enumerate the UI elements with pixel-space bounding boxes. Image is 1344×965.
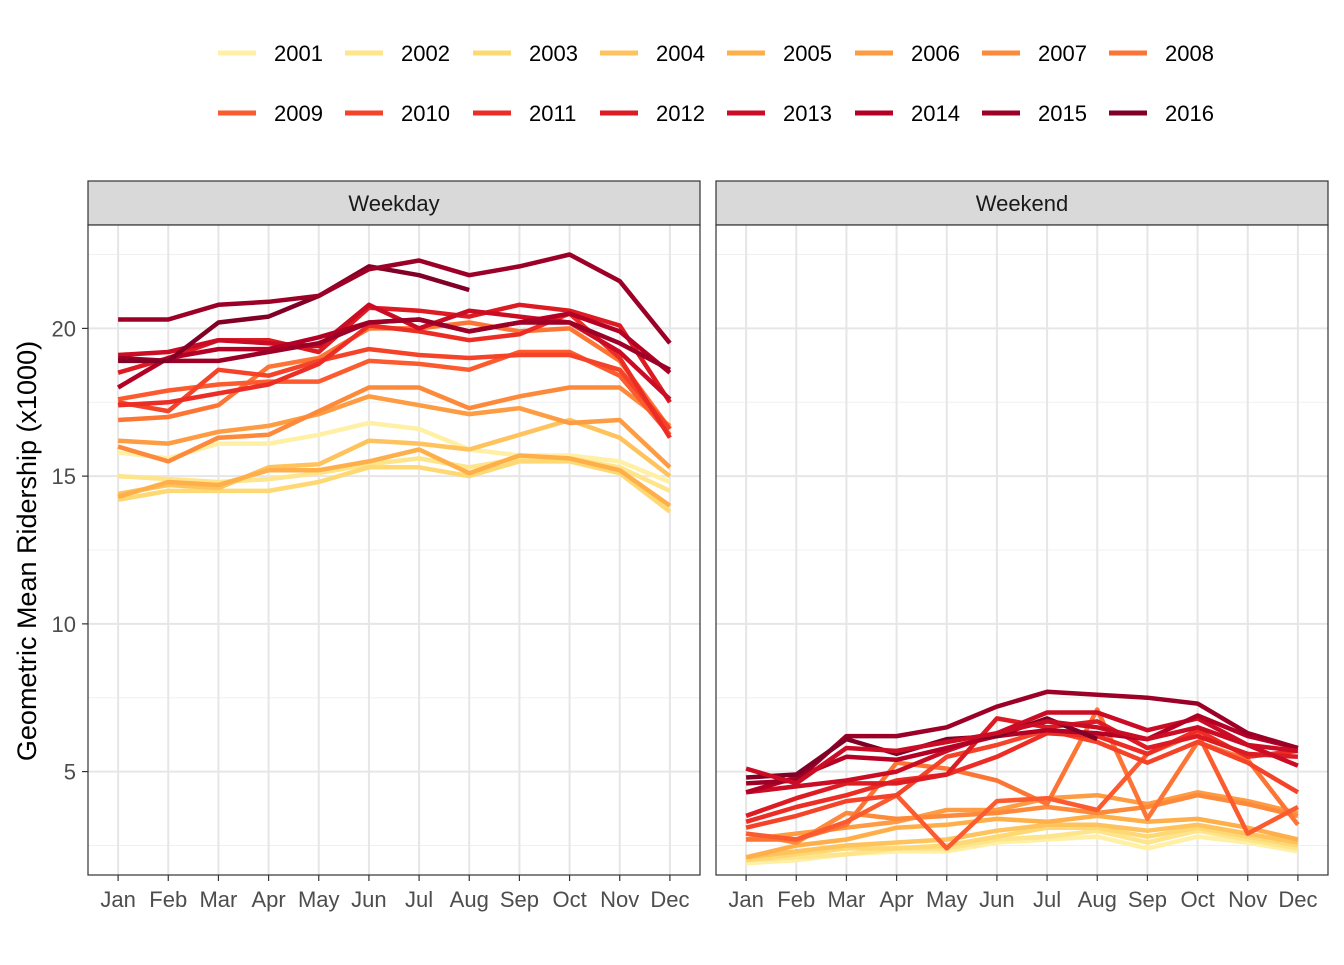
x-tick-label: Jul (405, 887, 433, 912)
x-tick-label: Jun (351, 887, 386, 912)
legend-label-2016: 2016 (1165, 101, 1214, 126)
x-tick-label: Jun (979, 887, 1014, 912)
x-tick-label: Jan (728, 887, 763, 912)
series-line-2003 (745, 825, 1299, 863)
series-line-2005 (117, 447, 672, 508)
legend-label-2002: 2002 (401, 41, 450, 66)
series-line-2002 (745, 828, 1299, 863)
series-line-2011 (117, 311, 672, 439)
facet-strip (715, 180, 1329, 226)
panel-border (715, 224, 1329, 876)
x-tick-label: Sep (1128, 887, 1167, 912)
series-line-2009 (745, 730, 1299, 851)
series-line-2006 (117, 394, 672, 469)
legend-label-2015: 2015 (1038, 101, 1087, 126)
x-tick-label: Aug (1078, 887, 1117, 912)
series-line-2007 (117, 385, 672, 464)
gridlines (88, 225, 700, 875)
series-line-2016 (118, 264, 470, 364)
facet-label: Weekday (348, 191, 439, 216)
x-tick-label: Nov (600, 887, 639, 912)
series-line-2013 (745, 710, 1299, 795)
x-tick-label: Sep (500, 887, 539, 912)
x-tick-label: Nov (1228, 887, 1267, 912)
series-line-2015b (118, 252, 672, 345)
legend-label-2011: 2011 (529, 101, 576, 126)
legend-label-2013: 2013 (783, 101, 832, 126)
series-line-2013b (745, 719, 1299, 786)
x-tick-label: Jan (100, 887, 135, 912)
legend-label-2008: 2008 (1165, 41, 1214, 66)
panel-border (87, 224, 701, 876)
x-tick-label: Dec (650, 887, 689, 912)
legend-label-2003: 2003 (529, 41, 578, 66)
y-tick-label: 20 (52, 316, 76, 341)
series-line-2010 (745, 727, 1300, 830)
panel-weekend: Weekend Jan Feb Mar Apr May Jun Jul Aug Sep Oct Nov… (715, 180, 1329, 912)
y-tick-label: 5 (64, 760, 76, 785)
legend-label-2014: 2014 (911, 101, 960, 126)
series-group (745, 689, 1300, 866)
facet-label: Weekend (976, 191, 1069, 216)
series-line-2001 (117, 420, 671, 485)
legend-label-2010: 2010 (401, 101, 450, 126)
legend-label-2004: 2004 (656, 41, 705, 66)
series-line-2015 (117, 317, 671, 372)
y-tick-label: 10 (52, 612, 76, 637)
series-line-2011 (745, 727, 1299, 824)
y-tick-label: 15 (52, 464, 76, 489)
x-tick-label: Feb (777, 887, 815, 912)
series-line-2007 (745, 792, 1299, 845)
series-group (116, 252, 672, 514)
legend-label-2005: 2005 (783, 41, 832, 66)
legend-label-2007: 2007 (1038, 41, 1087, 66)
x-tick-label: Oct (552, 887, 586, 912)
panel-weekday: Weekday Jan Feb Mar Apr May Jun Jul Aug Sep Oct Nov… (52, 180, 701, 912)
legend-label-2001: 2001 (274, 41, 323, 66)
x-tick-label: Jul (1033, 887, 1061, 912)
legend: 2001 2002 2003 2004 2005 2006 2007 2008 2009 2010… (218, 41, 1214, 126)
x-tick-label: Mar (827, 887, 865, 912)
x-tick-label: May (926, 887, 968, 912)
series-line-2004 (745, 822, 1299, 860)
legend-label-2006: 2006 (911, 41, 960, 66)
x-tick-label: Oct (1180, 887, 1214, 912)
x-tick-label: Mar (199, 887, 237, 912)
legend-label-2009: 2009 (274, 101, 323, 126)
x-tick-label: May (298, 887, 340, 912)
legend-label-2012: 2012 (656, 101, 705, 126)
x-tick-label: Aug (450, 887, 489, 912)
x-tick-label: Dec (1278, 887, 1317, 912)
series-line-2005 (745, 813, 1299, 860)
x-tick-label: Feb (149, 887, 187, 912)
series-line-2014 (745, 713, 1299, 795)
series-line-2003 (117, 459, 672, 514)
x-tick-label: Apr (251, 887, 285, 912)
y-axis-title: Geometric Mean Ridership (x1000) (12, 341, 42, 761)
x-tick-label: Apr (879, 887, 913, 912)
facet-panels: Weekday Jan Feb Mar Apr May Jun Jul Aug Sep Oct Nov… (52, 180, 1329, 912)
series-line-2010 (117, 346, 672, 431)
